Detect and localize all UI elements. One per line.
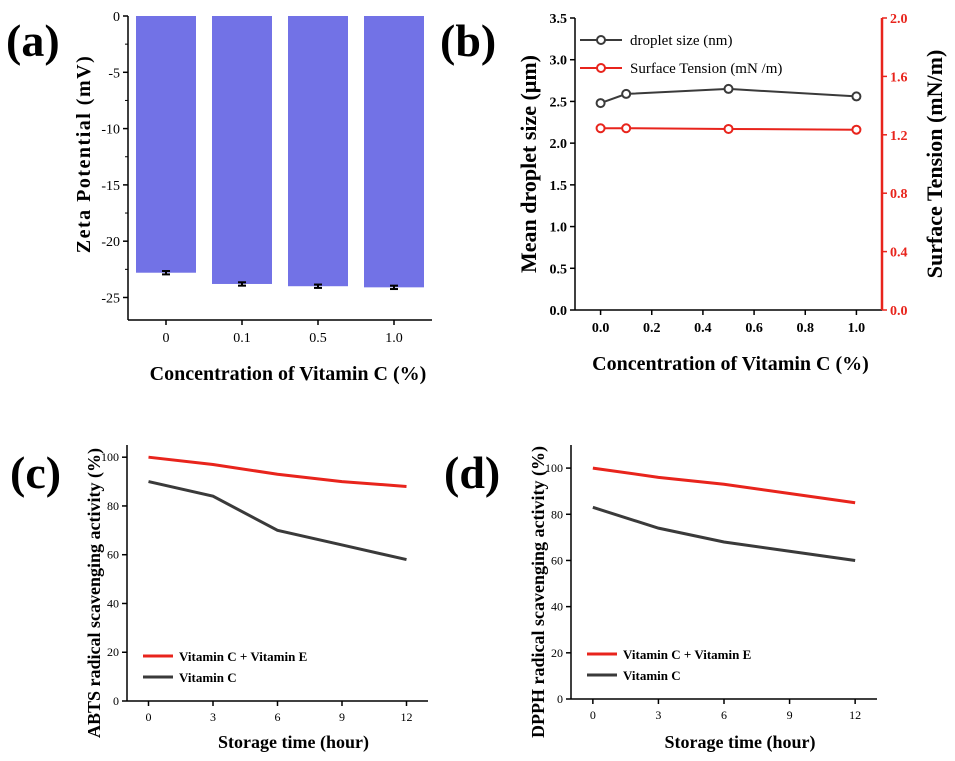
x-tick-label: 0.6 — [745, 321, 763, 336]
x-tick-label: 6 — [721, 708, 727, 722]
droplet-point — [621, 88, 632, 99]
bar — [136, 16, 196, 273]
chart-b-droplet-tension: 0.0 0.5 1.0 1.5 2.0 2.5 3.0 3.5 0.0 0.4 0.8 1.2 1.6 2… — [516, 12, 947, 375]
x-axis-title: Concentration of Vitamin C (%) — [150, 363, 427, 385]
x-tick-label: 12 — [401, 710, 413, 724]
y-axis-title: DPPH radical scavenging activity (%) — [528, 446, 549, 738]
x-tick-label: 3 — [655, 708, 661, 722]
y-tick-label: 80 — [107, 499, 119, 513]
chart-c-abts: 0 20 40 60 80 100 0 3 6 9 12 Vitamin C + Vitamin E V… — [84, 445, 428, 753]
y-tick-label: 40 — [107, 596, 119, 610]
x-tick-label: 3 — [210, 710, 216, 724]
vitamin-c-line — [592, 505, 856, 562]
droplet-point — [723, 83, 734, 94]
y-tick-label: 1.5 — [550, 179, 568, 194]
x-axis-title: Concentration of Vitamin C (%) — [592, 353, 869, 375]
y-tick-label: 60 — [107, 548, 119, 562]
legend-label: droplet size (nm) — [630, 33, 732, 49]
y-tick-label-right: 0.8 — [890, 187, 908, 202]
y-tick-label-right: 1.2 — [890, 129, 908, 144]
x-tick-label: 12 — [849, 708, 861, 722]
chart-a-zeta-potential: 0 -5 -10 -15 -20 -25 0 0.1 0.5 1.0 Concentration o… — [73, 10, 432, 385]
y-axis-title: ABTS radical scavenging activity (%) — [84, 448, 105, 738]
droplet-point — [595, 98, 606, 109]
panel-label-a: (a) — [6, 15, 60, 66]
x-axis-title: Storage time (hour) — [665, 732, 816, 753]
y-tick-label: 0 — [113, 694, 119, 708]
y-tick-label-right: 1.6 — [890, 70, 908, 85]
legend-label: Vitamin C — [179, 670, 237, 685]
y-tick-label: 0.5 — [550, 262, 568, 277]
legend-marker — [596, 63, 606, 73]
bar — [288, 16, 348, 287]
y-tick-label: 60 — [551, 553, 563, 567]
x-tick-label: 6 — [275, 710, 281, 724]
y-tick-label: 80 — [551, 507, 563, 521]
droplet-line — [600, 87, 857, 105]
droplet-point — [851, 91, 862, 102]
x-tick-label: 9 — [787, 708, 793, 722]
x-tick-label: 1.0 — [385, 331, 403, 346]
x-tick-label: 1.0 — [848, 321, 866, 336]
x-tick-label: 0 — [146, 710, 152, 724]
x-tick-label: 0.2 — [643, 321, 661, 336]
y-tick-label: 20 — [107, 645, 119, 659]
legend-label: Surface Tension (mN /m) — [630, 61, 782, 77]
chart-d-dpph: 0 20 40 60 80 100 0 3 6 9 12 Vitamin C + Vitamin E V… — [528, 445, 877, 753]
y-axis-title-right: Surface Tension (mN/m) — [922, 50, 947, 279]
y-tick-label-right: 0.4 — [890, 246, 908, 261]
y-tick-label: 100 — [101, 450, 119, 464]
x-tick-label: 0.1 — [233, 331, 251, 346]
y-tick-label: 2.0 — [550, 137, 568, 152]
y-tick-label: 3.5 — [550, 12, 568, 27]
y-tick-label-right: 2.0 — [890, 12, 908, 27]
legend-label: Vitamin C — [623, 668, 681, 683]
x-tick-label: 0 — [163, 331, 170, 346]
tension-line — [600, 127, 857, 131]
bar — [364, 16, 424, 288]
panel-label-b: (b) — [440, 15, 496, 66]
bar — [212, 16, 272, 284]
y-tick-label: 3.0 — [550, 54, 568, 69]
x-tick-label: 9 — [339, 710, 345, 724]
legend-marker — [596, 35, 606, 45]
y-tick-label: 20 — [551, 646, 563, 660]
tension-point — [621, 123, 632, 134]
x-tick-label: 0.5 — [309, 331, 327, 346]
vitamin-c-line — [148, 480, 407, 562]
x-tick-label: 0.8 — [797, 321, 815, 336]
vitamin-c-e-line — [148, 455, 407, 488]
x-axis-title: Storage time (hour) — [218, 732, 369, 753]
y-tick-label: -5 — [108, 66, 120, 81]
y-tick-label: 0 — [557, 692, 563, 706]
panel-label-c: (c) — [10, 447, 61, 498]
y-tick-label: 2.5 — [550, 95, 568, 110]
y-tick-label: 100 — [545, 461, 563, 475]
y-tick-label: 0.0 — [550, 304, 568, 319]
x-tick-label: 0 — [590, 708, 596, 722]
vitamin-c-e-line — [592, 466, 856, 505]
tension-point — [723, 123, 734, 134]
y-tick-label: -25 — [101, 291, 120, 306]
x-tick-label: 0.4 — [694, 321, 712, 336]
y-tick-label: 40 — [551, 600, 563, 614]
y-tick-label: -10 — [101, 123, 120, 138]
y-tick-label-right: 0.0 — [890, 304, 908, 319]
y-tick-label: 1.0 — [550, 221, 568, 236]
panel-label-d: (d) — [444, 447, 500, 498]
legend-label: Vitamin C + Vitamin E — [179, 649, 307, 664]
y-tick-label: -20 — [101, 235, 120, 250]
x-tick-label: 0.0 — [592, 321, 610, 336]
y-axis-title-left: Mean droplet size (μm) — [516, 55, 541, 273]
legend-label: Vitamin C + Vitamin E — [623, 647, 751, 662]
y-axis-title: Zeta Potential (mV) — [73, 55, 95, 253]
tension-point — [595, 123, 606, 134]
tension-point — [851, 124, 862, 135]
y-tick-label: 0 — [113, 10, 120, 25]
y-tick-label: -15 — [101, 179, 120, 194]
